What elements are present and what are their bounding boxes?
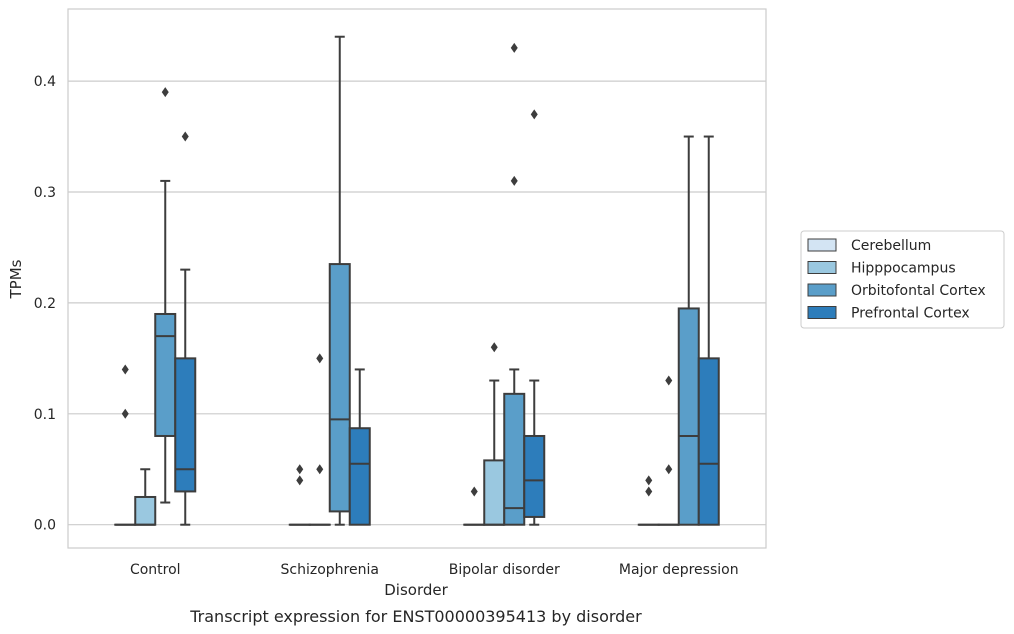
iqr-box bbox=[503, 392, 526, 526]
y-axis-label: TPMs bbox=[7, 259, 25, 299]
y-tick-label: 0.2 bbox=[34, 296, 56, 312]
outlier-point bbox=[510, 42, 518, 53]
box-prefrontal-cortex bbox=[348, 368, 371, 526]
x-axis-label: Disorder bbox=[384, 581, 448, 599]
outlier-point bbox=[665, 375, 673, 386]
y-axis-ticks: 0.0 0.1 0.2 0.3 0.4 bbox=[34, 74, 56, 534]
iqr-box bbox=[523, 434, 546, 518]
box-orbitofontal-cortex bbox=[328, 35, 351, 526]
outlier-point bbox=[296, 475, 304, 486]
y-tick-label: 0.3 bbox=[34, 185, 56, 201]
outlier-point bbox=[645, 486, 653, 497]
y-tick-label: 0.1 bbox=[34, 407, 56, 423]
outlier-point bbox=[316, 353, 324, 364]
box-cerebellum bbox=[463, 486, 486, 526]
iqr-box bbox=[328, 263, 351, 513]
box-cerebellum bbox=[637, 475, 660, 526]
legend: Cerebellum Hipppocampus Orbitofontal Corte… bbox=[800, 230, 1005, 329]
legend-box bbox=[800, 230, 1005, 329]
iqr-box bbox=[174, 357, 197, 493]
outlier-point bbox=[121, 408, 129, 419]
box-hipppocampus bbox=[308, 353, 331, 526]
chart-caption: Transcript expression for ENST0000039541… bbox=[189, 607, 642, 626]
iqr-box bbox=[134, 495, 157, 526]
box-prefrontal-cortex bbox=[523, 109, 546, 526]
iqr-box bbox=[348, 427, 371, 526]
box-prefrontal-cortex bbox=[174, 131, 197, 526]
outlier-point bbox=[161, 87, 169, 98]
box-groups bbox=[114, 35, 720, 526]
y-tick-label: 0.4 bbox=[34, 74, 56, 90]
outlier-point bbox=[510, 175, 518, 186]
outlier-point bbox=[665, 464, 673, 475]
x-tick-label: Control bbox=[130, 562, 181, 578]
gridlines bbox=[68, 80, 766, 526]
y-tick-label: 0.0 bbox=[34, 518, 56, 534]
legend-entry: Prefrontal Cortex bbox=[851, 306, 970, 322]
legend-entry: Orbitofontal Cortex bbox=[851, 283, 986, 299]
legend-swatch bbox=[807, 283, 837, 297]
outlier-point bbox=[645, 475, 653, 486]
outlier-point bbox=[121, 364, 129, 375]
x-axis-ticks: Control Schizophrenia Bipolar disorder Majo… bbox=[130, 562, 739, 578]
iqr-box bbox=[483, 459, 506, 526]
plot-frame bbox=[67, 8, 767, 549]
box-orbitofontal-cortex bbox=[503, 42, 526, 526]
x-tick-label: Major depression bbox=[619, 562, 739, 578]
iqr-box bbox=[697, 357, 720, 526]
x-tick-label: Bipolar disorder bbox=[449, 562, 560, 578]
box-hipppocampus bbox=[134, 468, 157, 526]
legend-swatch bbox=[807, 238, 837, 252]
box-cerebellum bbox=[288, 464, 311, 526]
legend-swatch bbox=[807, 261, 837, 274]
box-orbitofontal-cortex bbox=[154, 87, 177, 504]
outlier-point bbox=[470, 486, 478, 497]
iqr-box bbox=[154, 312, 177, 437]
outlier-point bbox=[530, 109, 538, 120]
box-orbitofontal-cortex bbox=[677, 135, 700, 526]
outlier-point bbox=[181, 131, 189, 142]
iqr-box bbox=[677, 307, 700, 526]
box-hipppocampus bbox=[657, 375, 680, 526]
outlier-point bbox=[296, 464, 304, 475]
legend-swatch bbox=[807, 306, 837, 319]
box-hipppocampus bbox=[483, 342, 506, 526]
box-cerebellum bbox=[114, 364, 137, 526]
legend-entry: Hipppocampus bbox=[851, 261, 956, 277]
outlier-point bbox=[490, 342, 498, 353]
outlier-point bbox=[316, 464, 324, 475]
x-tick-label: Schizophrenia bbox=[281, 562, 379, 578]
box-prefrontal-cortex bbox=[697, 135, 720, 526]
legend-entry: Cerebellum bbox=[851, 238, 931, 254]
